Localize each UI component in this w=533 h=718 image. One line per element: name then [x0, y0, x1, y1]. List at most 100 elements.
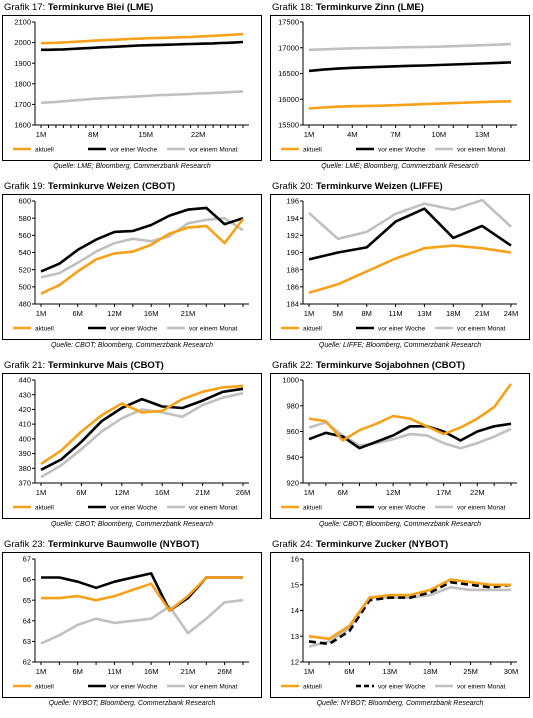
chart-source: Quelle: LME; Bloomberg, Commerzbank Rese…: [53, 163, 211, 170]
y-tick-label: 370: [18, 479, 31, 488]
x-tick-label: 10M: [432, 130, 447, 139]
x-tick-label: 12M: [107, 309, 122, 318]
y-tick-label: 920: [286, 479, 299, 488]
y-tick-label: 16500: [278, 69, 299, 78]
x-tick-label: 12M: [386, 488, 401, 497]
x-tick-label: 21M: [181, 667, 196, 676]
chart-svg: 370 380 390 400 410 420 430 440 1M 6M 12M 16M 21M 26M…: [13, 376, 250, 511]
legend-label-woche: vor einer Woche: [378, 683, 426, 690]
chart-source: Quelle: NYBOT; Bloomberg, Commerzbank Re…: [48, 700, 216, 707]
x-tick-label: 11M: [389, 309, 403, 318]
y-tick-label: 13: [291, 632, 299, 641]
series-line-aktuell: [308, 244, 512, 295]
chart-panel-baumwolle: Grafik 23: Terminkurve Baumwolle (NYBOT)…: [2, 539, 264, 715]
x-tick-label: 1M: [36, 488, 46, 497]
series-line-woche: [40, 387, 244, 471]
legend-label-monat: vor einem Monat: [189, 683, 238, 690]
series-line-woche: [308, 422, 512, 450]
y-tick-label: 940: [286, 453, 299, 462]
chart-panel-sojabohnen: Grafik 22: Terminkurve Sojabohnen (CBOT)…: [270, 360, 532, 536]
legend-label-aktuell: aktuell: [35, 325, 54, 332]
y-tick-label: 420: [18, 405, 31, 414]
legend-label-woche: vor einer Woche: [110, 146, 158, 153]
x-tick-label: 21M: [195, 488, 210, 497]
y-tick-label: 1800: [14, 79, 31, 88]
y-tick-label: 480: [18, 300, 31, 309]
chart-title: Grafik 20: Terminkurve Weizen (LIFFE): [272, 181, 443, 192]
y-tick-label: 67: [23, 555, 31, 564]
x-tick-label: 13M: [383, 667, 398, 676]
x-tick-label: 7M: [390, 130, 400, 139]
chart-title-text: Terminkurve Weizen (LIFFE): [315, 181, 443, 192]
series-line-woche: [308, 61, 512, 73]
x-tick-label: 22M: [470, 488, 485, 497]
chart-title-text: Terminkurve Sojabohnen (CBOT): [315, 360, 466, 371]
chart-svg: 184 186 188 190 192 194 196 1M 5M 8M 11M 13M 18M 21M 2…: [281, 197, 518, 332]
y-tick-label: 15500: [278, 121, 299, 130]
x-tick-label: 8M: [362, 309, 372, 318]
y-tick-label: 16000: [278, 95, 299, 104]
series-line-woche: [308, 207, 512, 261]
chart-source: Quelle: LIFFE; Bloomberg, Commerzbank Re…: [318, 342, 482, 349]
y-tick-label: 540: [18, 248, 31, 257]
x-tick-label: 30M: [504, 667, 519, 676]
y-tick-label: 1700: [14, 100, 31, 109]
legend-label-aktuell: aktuell: [303, 504, 322, 511]
series-line-woche: [41, 40, 244, 52]
x-tick-label: 12M: [115, 488, 130, 497]
y-tick-label: 440: [18, 376, 31, 385]
chart-source: Quelle: LME; Bloomberg, Commerzbank Rese…: [321, 163, 479, 170]
chart-title-text: Terminkurve Zinn (LME): [315, 2, 424, 13]
x-tick-label: 1M: [36, 130, 46, 139]
chart-panel-weizen-liffe: Grafik 20: Terminkurve Weizen (LIFFE) 18…: [270, 181, 532, 357]
chart-title: Grafik 17: Terminkurve Blei (LME): [4, 2, 153, 13]
y-tick-label: 390: [18, 449, 31, 458]
legend-label-monat: vor einem Monat: [189, 504, 238, 511]
legend-label-woche: vor einer Woche: [378, 325, 426, 332]
chart-panel-zucker: Grafik 24: Terminkurve Zucker (NYBOT) 12…: [270, 539, 532, 715]
legend-label-monat: vor einem Monat: [189, 146, 238, 153]
chart-panel-zinn: Grafik 18: Terminkurve Zinn (LME) 15500 1…: [270, 2, 532, 178]
legend-label-monat: vor einem Monat: [457, 325, 506, 332]
chart-frame: 15500 16000 16500 17000 17500 1M 4M 7M 10M 13M akt…: [270, 15, 530, 161]
x-tick-label: 21M: [475, 309, 490, 318]
legend-label-monat: vor einem Monat: [189, 325, 238, 332]
legend-label-aktuell: aktuell: [303, 325, 322, 332]
y-tick-label: 410: [18, 420, 31, 429]
x-tick-label: 18M: [423, 667, 438, 676]
chart-svg: 15500 16000 16500 17000 17500 1M 4M 7M 10M 13M akt…: [278, 18, 517, 153]
x-tick-label: 1M: [304, 309, 314, 318]
chart-title: Grafik 21: Terminkurve Mais (CBOT): [4, 360, 164, 371]
series-line-monat: [40, 391, 244, 479]
legend-label-aktuell: aktuell: [35, 146, 54, 153]
y-tick-label: 16: [291, 555, 299, 564]
y-tick-label: 194: [286, 214, 299, 223]
legend-label-monat: vor einem Monat: [457, 683, 506, 690]
series-line-aktuell: [41, 576, 243, 612]
y-tick-label: 186: [286, 282, 299, 291]
chart-title-text: Terminkurve Baumwolle (NYBOT): [47, 539, 200, 550]
x-tick-label: 16M: [144, 309, 159, 318]
y-tick-label: 2100: [14, 18, 31, 27]
series-line-aktuell: [308, 100, 512, 110]
legend-label-aktuell: aktuell: [35, 683, 54, 690]
legend-label-aktuell: aktuell: [303, 683, 322, 690]
x-tick-label: 17M: [436, 488, 451, 497]
y-tick-label: 184: [286, 300, 299, 309]
x-tick-label: 4M: [347, 130, 357, 139]
y-tick-label: 64: [23, 616, 31, 625]
y-tick-label: 600: [18, 197, 31, 206]
chart-panel-mais: Grafik 21: Terminkurve Mais (CBOT) 370 38…: [2, 360, 264, 536]
y-tick-label: 1900: [14, 59, 31, 68]
chart-svg: 920 940 960 980 1000 1M 6M 12M 17M 22M aktuell vor …: [281, 376, 517, 511]
y-tick-label: 196: [286, 197, 299, 206]
x-tick-label: 1M: [304, 667, 314, 676]
chart-frame: 920 940 960 980 1000 1M 6M 12M 17M 22M aktuell vor …: [270, 373, 530, 519]
chart-source: Quelle: CBOT; Bloomberg, Commerzbank Res…: [50, 521, 214, 528]
x-tick-label: 21M: [181, 309, 196, 318]
x-tick-label: 15M: [138, 130, 153, 139]
y-tick-label: 400: [18, 434, 31, 443]
y-tick-label: 65: [23, 596, 31, 605]
x-tick-label: 6M: [73, 309, 83, 318]
chart-title: Grafik 24: Terminkurve Zucker (NYBOT): [272, 539, 448, 550]
